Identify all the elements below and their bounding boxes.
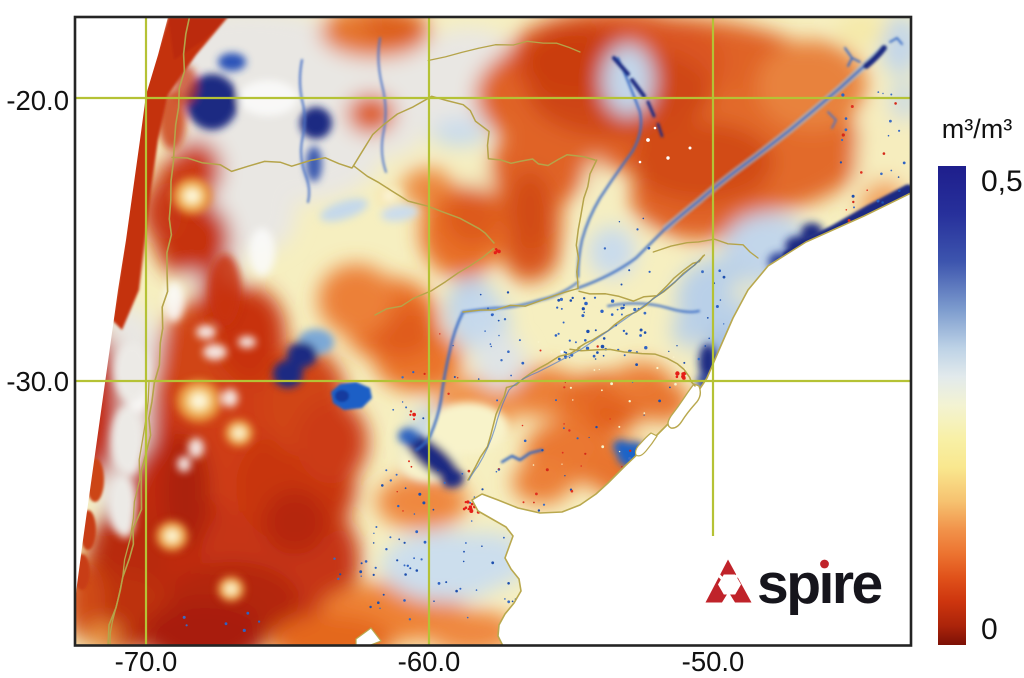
svg-text:0,5: 0,5 — [981, 165, 1023, 198]
svg-text:-20.0: -20.0 — [6, 85, 69, 116]
svg-text:spıre: spıre — [757, 552, 882, 616]
svg-text:-30.0: -30.0 — [6, 366, 69, 397]
svg-text:m³/m³: m³/m³ — [942, 114, 1012, 144]
svg-text:-50.0: -50.0 — [682, 646, 745, 677]
svg-text:0: 0 — [981, 613, 998, 646]
svg-text:-60.0: -60.0 — [398, 646, 461, 677]
svg-text:-70.0: -70.0 — [115, 646, 178, 677]
